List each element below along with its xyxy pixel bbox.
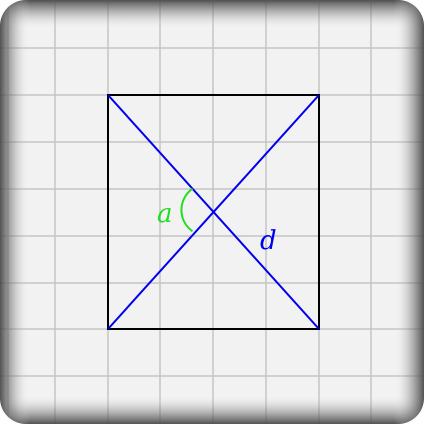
shadow-left	[0, 0, 30, 424]
angle-label: a	[157, 199, 173, 229]
shadow-bottom	[0, 394, 424, 424]
diagonal-label: d	[260, 226, 277, 256]
diagonal-line-2	[107, 94, 320, 330]
shadow-top	[0, 0, 424, 30]
angle-arc	[180, 187, 194, 233]
rectangle-outline	[107, 94, 320, 330]
shadow-right	[394, 0, 424, 424]
